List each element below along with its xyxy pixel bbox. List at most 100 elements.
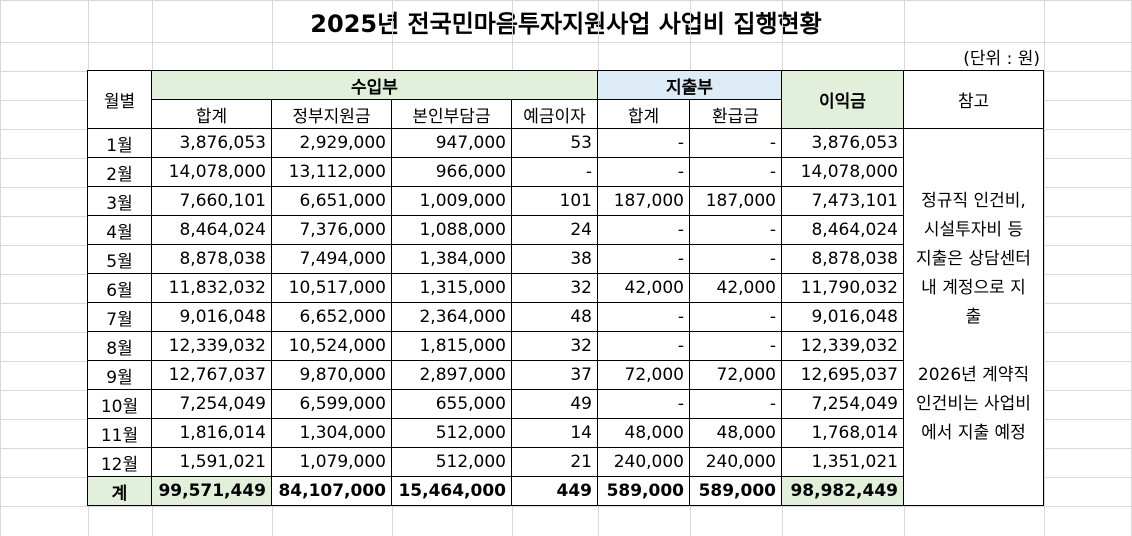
value-cell: -	[511, 157, 598, 187]
value-cell: 512,000	[391, 418, 512, 448]
value-cell: 7,254,049	[781, 389, 904, 419]
value-cell: 2,929,000	[271, 128, 392, 158]
value-cell: 2,364,000	[391, 302, 512, 332]
value-cell: 1,304,000	[271, 418, 392, 448]
value-cell: -	[597, 389, 690, 419]
value-cell: 7,254,049	[151, 389, 272, 419]
grid-line	[0, 0, 1, 536]
value-cell: 8,464,024	[781, 215, 904, 245]
value-cell: 8,464,024	[151, 215, 272, 245]
month-cell: 2월	[87, 157, 152, 187]
total-label: 계	[87, 476, 152, 506]
value-cell: 655,000	[391, 389, 512, 419]
value-cell: -	[689, 302, 782, 332]
value-cell: 1,009,000	[391, 186, 512, 216]
value-cell: 1,591,021	[151, 447, 272, 477]
value-cell: -	[689, 389, 782, 419]
total-cell: 84,107,000	[271, 476, 392, 506]
value-cell: 12,695,037	[781, 360, 904, 390]
month-cell: 9월	[87, 360, 152, 390]
total-cell: 99,571,449	[151, 476, 272, 506]
value-cell: 966,000	[391, 157, 512, 187]
value-cell: 3,876,053	[781, 128, 904, 158]
value-cell: 32	[511, 331, 598, 361]
value-cell: -	[689, 215, 782, 245]
note-line: 시설투자비 등	[923, 219, 1024, 240]
value-cell: 42,000	[689, 273, 782, 303]
value-cell: 14,078,000	[781, 157, 904, 187]
value-cell: 187,000	[597, 186, 690, 216]
value-cell: 7,660,101	[151, 186, 272, 216]
value-cell: 240,000	[689, 447, 782, 477]
value-cell: -	[597, 128, 690, 158]
value-cell: 1,384,000	[391, 244, 512, 274]
value-cell: 32	[511, 273, 598, 303]
income-subheader: 본인부담금	[391, 99, 512, 129]
note-line: 정규직 인건비,	[921, 190, 1026, 211]
value-cell: 37	[511, 360, 598, 390]
value-cell: -	[689, 331, 782, 361]
month-cell: 1월	[87, 128, 152, 158]
income-subheader: 합계	[151, 99, 272, 129]
value-cell: 1,815,000	[391, 331, 512, 361]
note-line: 에서 지출 예정	[921, 422, 1026, 443]
total-cell: 15,464,000	[391, 476, 512, 506]
note-line: 출	[965, 306, 982, 327]
month-cell: 6월	[87, 273, 152, 303]
month-cell: 7월	[87, 302, 152, 332]
value-cell: 1,768,014	[781, 418, 904, 448]
month-cell: 8월	[87, 331, 152, 361]
value-cell: 38	[511, 244, 598, 274]
value-cell: 240,000	[597, 447, 690, 477]
income-subheader: 예금이자	[511, 99, 598, 129]
value-cell: 11,832,032	[151, 273, 272, 303]
value-cell: 11,790,032	[781, 273, 904, 303]
value-cell: -	[597, 302, 690, 332]
grid-line	[0, 42, 1132, 43]
grid-line	[0, 506, 1132, 507]
value-cell: 14	[511, 418, 598, 448]
value-cell: -	[597, 157, 690, 187]
note-line: 지출은 상담센터	[916, 248, 1031, 269]
grid-line	[0, 0, 1132, 1]
month-cell: 11월	[87, 418, 152, 448]
value-cell: 10,524,000	[271, 331, 392, 361]
value-cell: 3,876,053	[151, 128, 272, 158]
value-cell: 13,112,000	[271, 157, 392, 187]
value-cell: 6,651,000	[271, 186, 392, 216]
value-cell: 8,878,038	[781, 244, 904, 274]
title: 2025년 전국민마음투자지원사업 사업비 집행현황	[310, 9, 822, 38]
note-line: 인건비는 사업비	[916, 393, 1031, 414]
value-cell: 12,339,032	[151, 331, 272, 361]
value-cell: 187,000	[689, 186, 782, 216]
value-cell: -	[597, 244, 690, 274]
value-cell: 48	[511, 302, 598, 332]
value-cell: 1,816,014	[151, 418, 272, 448]
value-cell: -	[597, 331, 690, 361]
total-cell: 589,000	[689, 476, 782, 506]
value-cell: 8,878,038	[151, 244, 272, 274]
value-cell: 101	[511, 186, 598, 216]
value-cell: 1,315,000	[391, 273, 512, 303]
value-cell: 2,897,000	[391, 360, 512, 390]
month-header: 월별	[87, 70, 152, 129]
value-cell: 1,079,000	[271, 447, 392, 477]
total-cell: 98,982,449	[781, 476, 904, 506]
value-cell: 6,599,000	[271, 389, 392, 419]
value-cell: 9,016,048	[781, 302, 904, 332]
value-cell: -	[689, 244, 782, 274]
value-cell: 9,016,048	[151, 302, 272, 332]
value-cell: 10,517,000	[271, 273, 392, 303]
value-cell: 1,088,000	[391, 215, 512, 245]
value-cell: 7,494,000	[271, 244, 392, 274]
note-line: 2026년 계약직	[917, 364, 1030, 385]
value-cell: 42,000	[597, 273, 690, 303]
value-cell: 21	[511, 447, 598, 477]
expense-subheader: 합계	[597, 99, 690, 129]
value-cell: 14,078,000	[151, 157, 272, 187]
expense-subheader: 환급금	[689, 99, 782, 129]
note-header: 참고	[903, 70, 1044, 129]
value-cell: 12,767,037	[151, 360, 272, 390]
month-cell: 10월	[87, 389, 152, 419]
value-cell: 9,870,000	[271, 360, 392, 390]
